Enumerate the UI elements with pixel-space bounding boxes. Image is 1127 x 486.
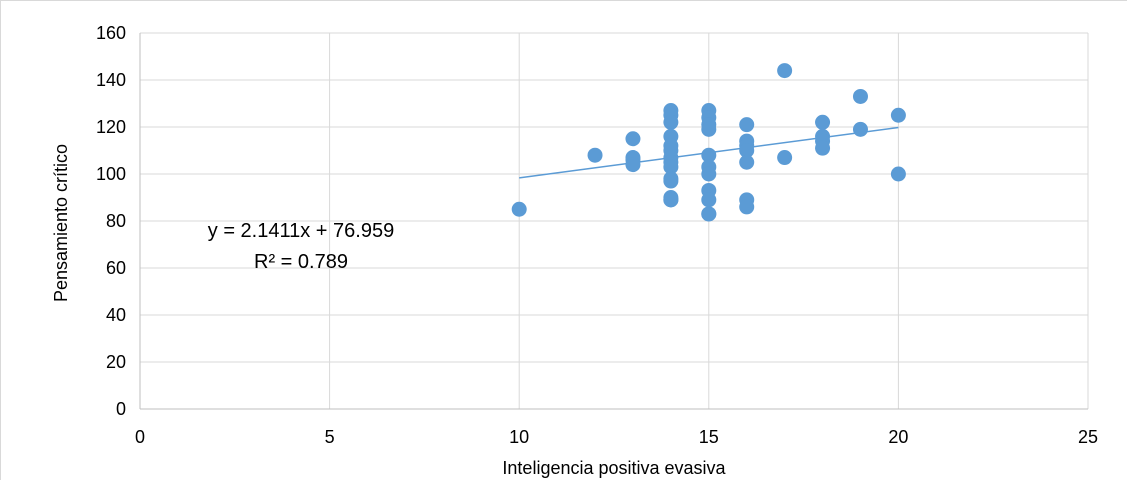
data-point [511, 201, 527, 217]
tick-labels: 0 20 40 60 80 100 120 140 160 0 5 10 15 20 25 [96, 23, 1098, 447]
x-tick-label: 0 [135, 427, 145, 447]
data-point [777, 63, 793, 79]
x-tick-label: 5 [325, 427, 335, 447]
data-point [701, 206, 717, 222]
data-point [701, 192, 717, 208]
y-tick-label: 100 [96, 164, 126, 184]
data-point [739, 154, 755, 170]
data-point [587, 147, 603, 163]
data-point [625, 157, 641, 173]
data-point [663, 192, 679, 208]
y-tick-label: 20 [106, 352, 126, 372]
data-point [701, 121, 717, 137]
data-point [890, 107, 906, 123]
data-points [511, 63, 906, 222]
x-tick-label: 20 [888, 427, 908, 447]
data-point [625, 131, 641, 147]
data-point [815, 140, 831, 156]
data-point [701, 147, 717, 163]
data-point [890, 166, 906, 182]
x-tick-label: 25 [1078, 427, 1098, 447]
data-point [663, 173, 679, 189]
data-point [852, 121, 868, 137]
y-tick-label: 160 [96, 23, 126, 43]
y-axis-title: Pensamiento crítico [51, 144, 71, 302]
data-point [739, 117, 755, 133]
axes [139, 33, 1088, 410]
data-point [663, 114, 679, 130]
x-axis-title: Inteligencia positiva evasiva [502, 458, 726, 478]
x-tick-label: 15 [699, 427, 719, 447]
data-point [815, 114, 831, 130]
y-tick-label: 140 [96, 70, 126, 90]
trendline-equation: y = 2.1411x + 76.959 [208, 220, 394, 242]
y-tick-label: 40 [106, 305, 126, 325]
y-tick-label: 80 [106, 211, 126, 231]
gridlines [140, 32, 1089, 409]
data-point [739, 143, 755, 158]
y-tick-label: 60 [106, 258, 126, 278]
data-point [852, 88, 868, 104]
x-tick-label: 10 [509, 427, 529, 447]
data-point [777, 150, 793, 166]
data-point [701, 166, 717, 182]
y-tick-label: 0 [116, 399, 126, 419]
trendline-r-squared: R² = 0.789 [254, 251, 348, 273]
data-point [739, 199, 755, 215]
data-point [663, 159, 679, 175]
y-tick-label: 120 [96, 117, 126, 137]
